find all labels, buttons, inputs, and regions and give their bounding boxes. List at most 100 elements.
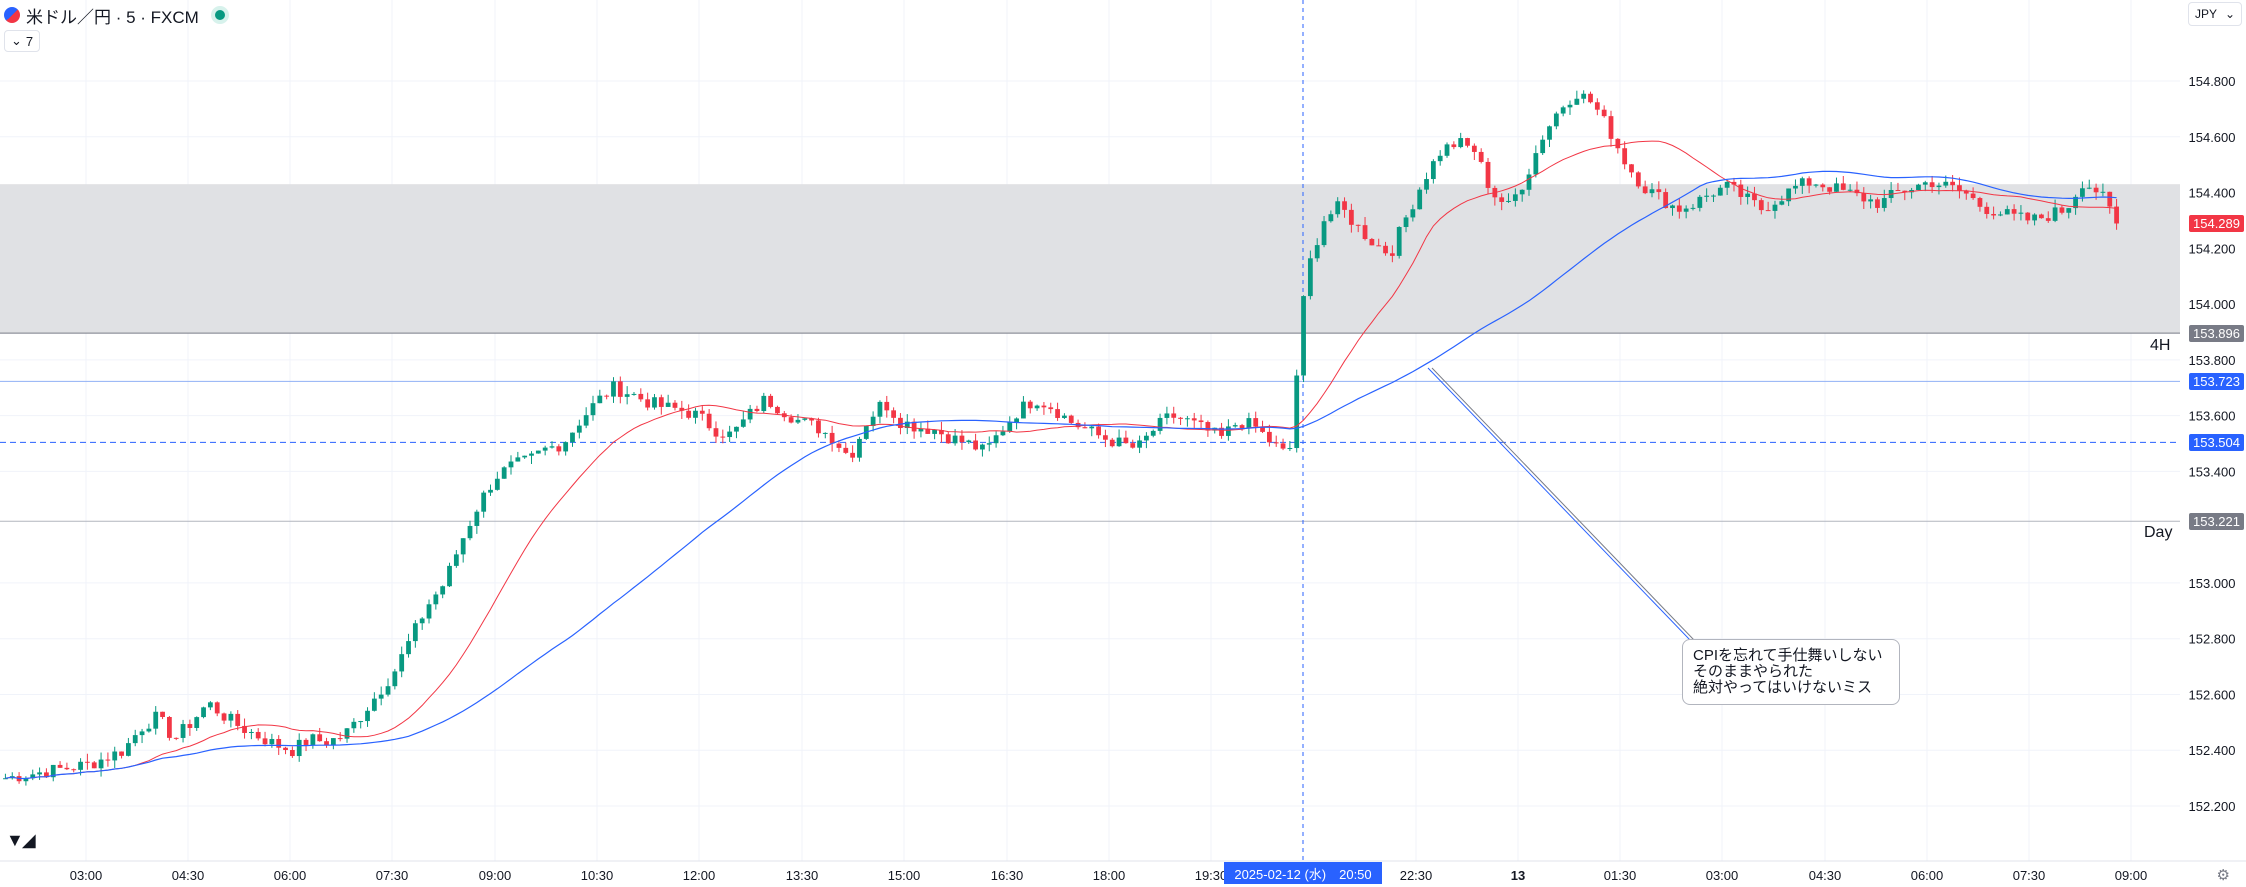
symbol-header[interactable]: 米ドル／円 · 5 · FXCM [4,2,229,28]
candle-body [1082,427,1088,429]
currency-select[interactable]: JPY ⌄ [2188,2,2242,26]
gear-icon[interactable]: ⚙ [2216,867,2230,884]
candle-body [1690,207,1696,209]
candle-body [337,738,343,740]
candle-body [378,694,384,699]
candle-body [1362,225,1368,240]
tradingview-logo-icon[interactable]: ▼◢ [6,830,36,850]
candle-body [652,397,657,408]
candle-body [1519,189,1525,195]
candle-body [406,641,411,655]
candle-body [2032,214,2037,221]
candle-body [857,438,862,458]
candle-body [37,772,42,775]
candle-body [228,713,234,721]
candle-body [481,492,487,512]
candle-body [1827,187,1833,192]
price-tag-153.221: 153.221 [2189,512,2244,530]
candle-body [604,395,610,397]
y-tick-label: 153.000 [2189,576,2236,591]
crosshair-date-label: 2025-02-12 (水) 20:50 [1234,867,1371,882]
annotation-note[interactable]: CPIを忘れて手仕舞いしない そのままやられた 絶対やってはいけないミス [1682,639,1900,705]
candle-body [645,399,651,408]
y-tick-label: 154.200 [2189,241,2236,256]
y-tick-label: 154.600 [2189,130,2236,145]
candle-body [1478,151,1484,162]
candle-body [1458,138,1464,148]
indicators-toggle[interactable]: ⌄ 7 [4,30,41,52]
candle-body [932,429,937,434]
trendline-2[interactable] [1431,367,1695,641]
candle-body [371,698,377,711]
candle-body [146,728,152,732]
y-tick-label: 154.800 [2189,74,2236,89]
candle-body [1410,209,1416,218]
candle-body [611,381,616,397]
candle-body [658,397,664,407]
candle-body [2073,196,2078,209]
x-tick-label: 01:30 [1604,868,1637,883]
candle-body [1307,258,1313,297]
candle-body [1376,245,1382,247]
x-tick-label: 10:30 [581,868,614,883]
candle-body [1936,185,1942,188]
candle-body [1533,153,1539,175]
candle-body [1943,181,1949,186]
candle-body [1068,415,1074,423]
candle-body [1499,197,1505,202]
candle-body [768,395,774,407]
candle-body [1178,417,1183,419]
candle-body [173,737,179,739]
candle-body [1779,201,1785,205]
candle-body [973,440,978,450]
candle-body [119,751,124,756]
candles [3,90,2119,786]
candle-body [1321,221,1327,246]
candle-body [1089,426,1095,429]
price-tag-153.504: 153.504 [2189,433,2244,451]
candle-body [1348,209,1354,225]
candle-body [1355,224,1361,226]
indicator-count: 7 [25,33,34,49]
candle-body [1007,422,1013,432]
candle-body [576,425,582,433]
candle-body [1314,245,1320,259]
candle-body [822,432,828,434]
candle-body [624,394,630,397]
candle-body [884,401,890,411]
candle-body [44,772,49,778]
candle-body [98,759,104,769]
candle-body [303,739,309,745]
candle-body [1847,189,1853,191]
candle-body [1424,179,1429,190]
trendline-1[interactable] [1427,367,1691,641]
candle-body [433,594,439,605]
candle-body [23,778,29,782]
candle-body [1273,442,1279,444]
candle-body [1977,198,1983,207]
candle-body [809,418,815,421]
x-tick-label: 06:00 [274,868,307,883]
candle-body [57,764,63,768]
candle-body [699,410,705,414]
candle-body [1253,418,1259,427]
candle-body [1185,418,1190,420]
candle-body [1164,413,1170,418]
candle-body [679,407,685,411]
candle-body [788,417,794,423]
candle-body [925,428,931,434]
candle-body [1512,194,1518,201]
candle-body [494,478,500,490]
candle-body [1014,418,1019,423]
candle-body [672,402,678,408]
candle-body [351,721,357,729]
candle-body [91,762,97,769]
candle-body [1922,182,1928,185]
candle-body [1383,245,1388,254]
candle-body [1171,413,1177,418]
candle-body [426,604,432,619]
x-tick-label: 13:30 [786,868,819,883]
candle-body [1109,439,1115,447]
y-tick-label: 152.800 [2189,632,2236,647]
